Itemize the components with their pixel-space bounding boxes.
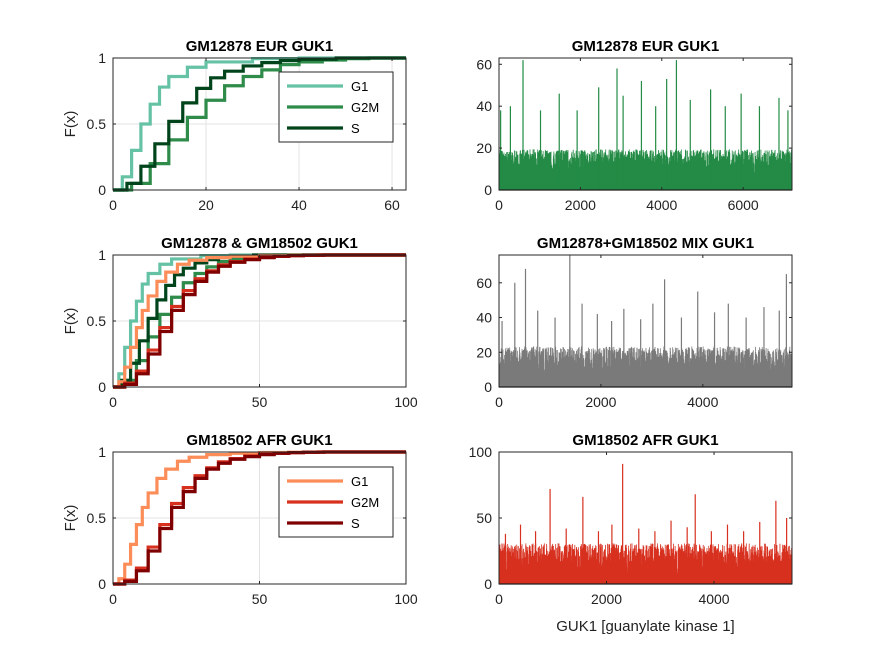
legend-entry: S <box>351 121 360 136</box>
x-tick-label: 20 <box>198 197 214 213</box>
panel-p5: 0 50 100 0 0.5 1 GM18502 AFR GUK1 F(x) G1 G2M S <box>62 432 418 607</box>
x-tick-label: 2000 <box>591 591 622 607</box>
y-axis-label: F(x) <box>62 111 79 138</box>
x-tick-label: 0 <box>109 197 117 213</box>
y-tick-label: 1 <box>98 247 106 263</box>
series-line-5 <box>113 253 406 389</box>
y-tick-label: 0.5 <box>87 313 107 329</box>
y-tick-label: 0.5 <box>87 116 107 132</box>
panel-p4: 0 2000 4000 0 20 40 60 GM12878+GM18502 MIX GUK1 <box>476 235 793 410</box>
x-tick-label: 100 <box>394 591 418 607</box>
x-tick-label: 4000 <box>687 394 718 410</box>
spike-lines <box>499 149 792 190</box>
x-tick-label: 6000 <box>728 197 759 213</box>
legend-entry: G1 <box>351 474 368 489</box>
legend-entry: G1 <box>351 79 368 94</box>
x-tick-label: 50 <box>252 591 268 607</box>
chart-title: GM18502 AFR GUK1 <box>572 432 718 449</box>
chart-title: GM12878 & GM18502 GUK1 <box>161 235 358 252</box>
y-axis-label: F(x) <box>62 308 79 335</box>
legend: G1 G2M S <box>278 466 394 538</box>
y-tick-label: 0 <box>98 379 106 395</box>
y-axis-label: F(x) <box>62 505 79 532</box>
y-tick-label: 100 <box>469 444 493 460</box>
x-tick-label: 100 <box>394 394 418 410</box>
spike-lines <box>499 346 792 387</box>
x-tick-label: 4000 <box>646 197 677 213</box>
x-tick-label: 2000 <box>565 197 596 213</box>
y-tick-label: 0 <box>98 576 106 592</box>
x-tick-label: 50 <box>252 394 268 410</box>
chart-title: GM12878+GM18502 MIX GUK1 <box>537 235 754 252</box>
series-line-g1 <box>113 56 406 192</box>
x-axis-label: GUK1 [guanylate kinase 1] <box>556 618 734 635</box>
x-tick-label: 60 <box>384 197 400 213</box>
panel-p6: 0 2000 4000 0 50 100 GM18502 AFR GUK1 GUK1 [gua… <box>469 432 793 635</box>
y-tick-label: 40 <box>476 310 492 326</box>
y-tick-label: 40 <box>476 98 492 114</box>
y-tick-label: 1 <box>98 444 106 460</box>
legend-entry: S <box>351 516 360 531</box>
panel-p3: 0 50 100 0 0.5 1 GM12878 & GM18502 GUK1 F(x) <box>62 235 418 410</box>
x-tick-label: 4000 <box>698 591 729 607</box>
x-tick-label: 0 <box>495 394 503 410</box>
axes-box <box>498 57 793 191</box>
x-tick-label: 0 <box>495 591 503 607</box>
y-tick-label: 1 <box>98 50 106 66</box>
chart-title: GM12878 EUR GUK1 <box>186 38 334 55</box>
legend-entry: G2M <box>351 100 379 115</box>
y-tick-label: 0 <box>98 182 106 198</box>
chart-title: GM12878 EUR GUK1 <box>572 38 720 55</box>
series-line-s <box>113 450 406 586</box>
panel-p2: 0 2000 4000 6000 0 20 40 60 GM12878 EUR GUK1 <box>476 38 793 213</box>
series-line-0 <box>113 253 406 389</box>
y-tick-label: 0 <box>484 379 492 395</box>
x-tick-label: 40 <box>291 197 307 213</box>
chart-title: GM18502 AFR GUK1 <box>186 432 332 449</box>
y-tick-label: 20 <box>476 344 492 360</box>
legend-entry: G2M <box>351 495 379 510</box>
y-tick-label: 0.5 <box>87 510 107 526</box>
y-tick-label: 60 <box>476 56 492 72</box>
x-tick-label: 2000 <box>585 394 616 410</box>
y-tick-label: 20 <box>476 140 492 156</box>
y-tick-label: 50 <box>476 510 492 526</box>
legend: G1 G2M S <box>278 71 394 143</box>
y-tick-label: 0 <box>484 182 492 198</box>
y-tick-label: 60 <box>476 275 492 291</box>
x-tick-label: 0 <box>109 394 117 410</box>
y-tick-label: 0 <box>484 576 492 592</box>
panel-p1: 0 20 40 60 0 0.5 1 GM12878 EUR GUK1 F(x) G1 G2M S <box>62 38 407 213</box>
x-tick-label: 0 <box>495 197 503 213</box>
x-tick-label: 0 <box>109 591 117 607</box>
axes-box <box>498 254 793 388</box>
